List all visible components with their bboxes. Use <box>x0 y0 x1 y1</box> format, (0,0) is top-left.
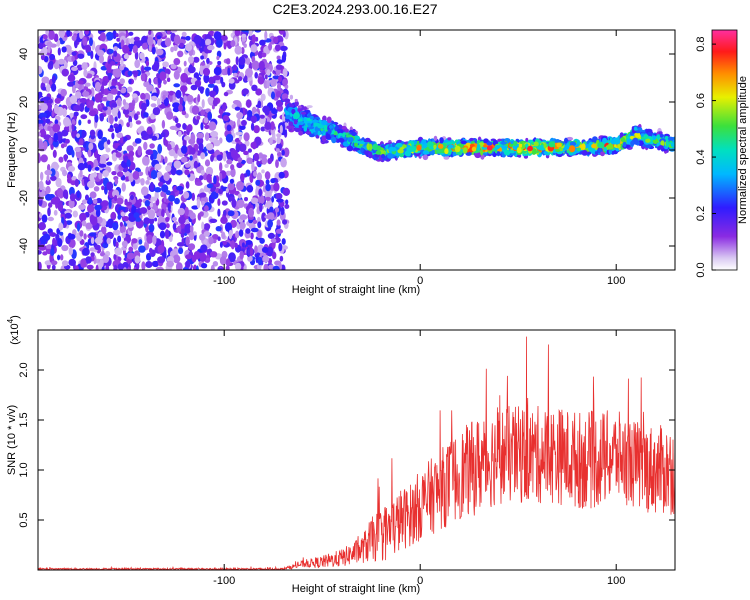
spectrogram-y-tick-label: -20 <box>18 190 30 206</box>
snr-y-label: SNR (10 * v/v) <box>6 405 18 475</box>
spectrogram-y-ticks: -40 -20 0 20 40 <box>18 48 675 254</box>
snr-series-line <box>38 336 675 570</box>
figure-title: C2E3.2024.293.00.16.E27 <box>272 1 437 17</box>
snr-x-tick-label: 0 <box>417 575 423 587</box>
snr-y-tick-label: 1.5 <box>18 412 30 427</box>
colorbar: 0.0 0.2 0.4 0.6 0.8 Normalized spectral ampl… <box>695 29 749 278</box>
spectrogram-y-tick-label: 20 <box>18 96 30 108</box>
snr-y-tick-label: 1.0 <box>18 462 30 477</box>
spectrogram-x-label: Height of straight line (km) <box>292 284 420 296</box>
spectrogram-cells <box>38 30 675 270</box>
spectrogram-x-tick-label: 100 <box>607 275 625 287</box>
colorbar-ticks: 0.0 0.2 0.4 0.6 0.8 <box>695 36 716 278</box>
snr-multiplier-exponent: 4 <box>6 318 15 323</box>
spectrogram-x-tick-label: -100 <box>213 275 235 287</box>
colorbar-gradient <box>711 29 738 271</box>
spectrogram-y-label: Frequency (Hz) <box>6 112 18 188</box>
spectrogram-x-ticks: -100 0 100 <box>213 30 625 287</box>
snr-background <box>38 330 675 570</box>
snr-multiplier: (x104) <box>6 315 21 345</box>
snr-x-label: Height of straight line (km) <box>292 583 420 595</box>
colorbar-tick-label: 0.2 <box>695 206 707 221</box>
colorbar-tick-label: 0.4 <box>695 149 707 164</box>
colorbar-tick-label: 0.8 <box>695 36 707 51</box>
snr-y-tick-label: 2.0 <box>18 362 30 377</box>
spectrogram-y-tick-label: 40 <box>18 48 30 60</box>
spectrogram-panel: -100 0 100 -40 -20 0 20 40 Height of straight … <box>6 29 676 296</box>
colorbar-tick-label: 0.0 <box>695 262 707 277</box>
svg-text:(x104): (x104) <box>6 315 21 345</box>
snr-y-tick-label: 0.5 <box>18 512 30 527</box>
spectrogram-x-tick-label: 0 <box>417 275 423 287</box>
snr-x-ticks: -100 0 100 <box>213 330 625 587</box>
snr-x-tick-label: -100 <box>213 575 235 587</box>
snr-x-tick-label: 100 <box>607 575 625 587</box>
snr-frame <box>37 329 676 571</box>
spectrogram-y-tick-label: -40 <box>18 238 30 254</box>
snr-multiplier-base: (x10 <box>9 323 21 344</box>
colorbar-tick-label: 0.6 <box>695 93 707 108</box>
snr-panel: -100 0 100 0.5 1.0 1.5 2.0 Height of straight… <box>6 315 676 595</box>
colorbar-label: Normalized spectral amplitude <box>737 76 749 224</box>
snr-y-ticks: 0.5 1.0 1.5 2.0 <box>18 362 675 528</box>
spectrogram-y-tick-label: 0 <box>18 147 30 153</box>
